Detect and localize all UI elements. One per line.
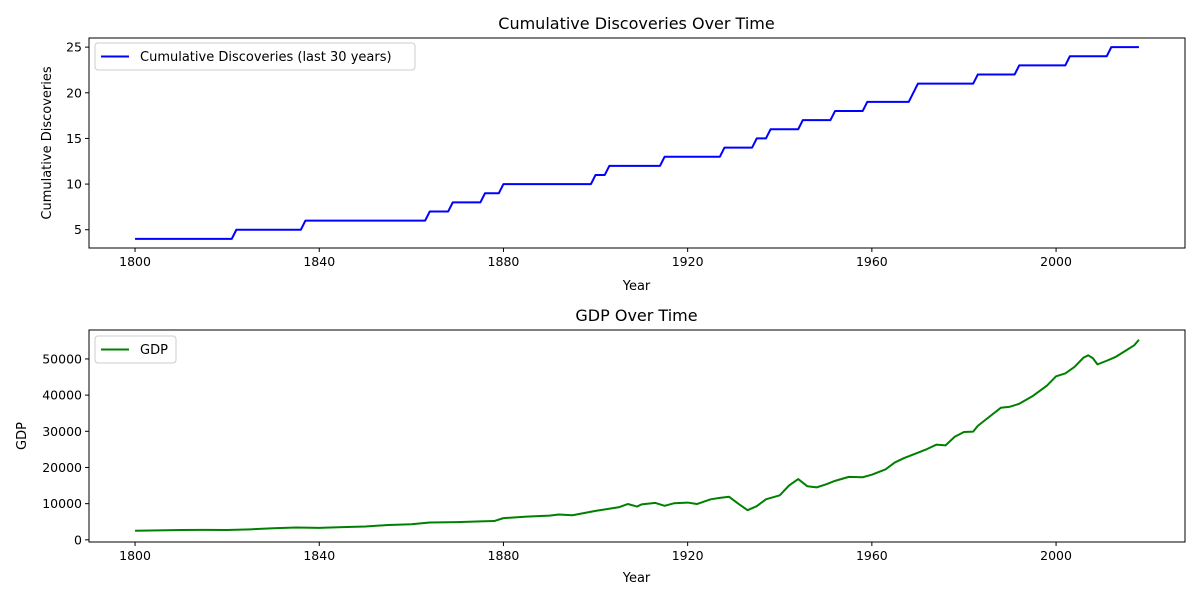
legend-box xyxy=(94,335,177,364)
y-tick-label: 0 xyxy=(74,532,82,547)
x-and-y-ticks: 1800 1840 1880 1920 1960 2000 5 10 15 20 25 xyxy=(66,40,1072,269)
chart-title: Cumulative Discoveries Over Time xyxy=(498,14,774,33)
y-axis-label: GDP xyxy=(15,422,30,450)
x-tick-label: 1800 xyxy=(119,548,151,563)
legend: GDP xyxy=(94,335,177,364)
x-axis-label: Year xyxy=(622,279,651,294)
plot-frame xyxy=(88,329,1186,543)
legend-label: GDP xyxy=(140,343,168,358)
x-tick-label: 1880 xyxy=(488,548,520,563)
y-tick-label: 30000 xyxy=(42,424,82,439)
x-axis-label: Year xyxy=(622,571,651,586)
y-tick-label: 40000 xyxy=(42,388,82,403)
x-tick-label: 1840 xyxy=(303,254,335,269)
series-cumulative-discoveries xyxy=(135,46,1139,240)
axes-gdp: GDP Over Time 1800 1840 1880 1920 1960 200001… xyxy=(15,306,1186,586)
y-tick-label: 5 xyxy=(74,222,82,237)
series-line xyxy=(135,339,1140,532)
x-and-y-ticks: 1800 1840 1880 1920 1960 20000100002000030000… xyxy=(42,351,1072,563)
x-tick-label: 1880 xyxy=(488,254,520,269)
y-tick-label: 20000 xyxy=(42,460,82,475)
y-tick-label: 50000 xyxy=(42,351,82,366)
series-gdp xyxy=(135,339,1140,532)
y-tick-label: 25 xyxy=(66,40,82,55)
legend-box xyxy=(94,42,416,71)
y-tick-label: 15 xyxy=(66,131,82,146)
legend-label: Cumulative Discoveries (last 30 years) xyxy=(140,50,392,65)
x-tick-label: 1920 xyxy=(672,548,704,563)
y-axis-label: Cumulative Discoveries xyxy=(40,66,55,219)
y-tick-label: 10000 xyxy=(42,496,82,511)
x-tick-label: 2000 xyxy=(1040,548,1072,563)
chart-title: GDP Over Time xyxy=(575,306,697,325)
x-tick-label: 1800 xyxy=(119,254,151,269)
legend: Cumulative Discoveries (last 30 years) xyxy=(94,42,416,71)
x-tick-label: 1960 xyxy=(856,254,888,269)
x-tick-label: 1960 xyxy=(856,548,888,563)
x-tick-label: 1840 xyxy=(303,548,335,563)
series-line xyxy=(135,46,1139,240)
y-tick-label: 10 xyxy=(66,177,82,192)
x-tick-label: 2000 xyxy=(1040,254,1072,269)
x-tick-label: 1920 xyxy=(672,254,704,269)
y-tick-label: 20 xyxy=(66,85,82,100)
plot-frame xyxy=(88,37,1186,249)
axes-cumulative-discoveries: Cumulative Discoveries Over Time 1800 184… xyxy=(40,14,1186,294)
